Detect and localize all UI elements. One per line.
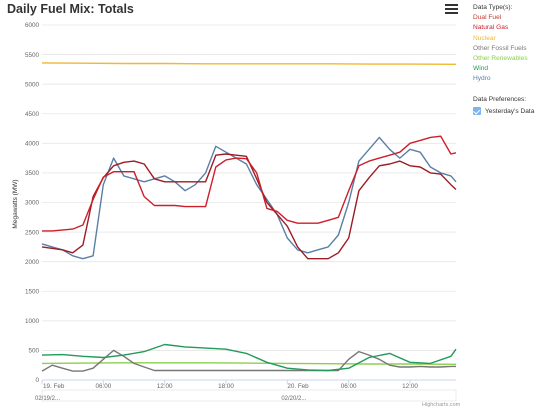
series-line-other-renewables: [41, 362, 457, 365]
y-tick-label: 2000: [25, 259, 40, 266]
navigator-track: [41, 389, 457, 402]
highcharts-credits[interactable]: Highcharts.com: [422, 402, 461, 408]
y-tick-label: 3000: [25, 200, 40, 207]
x-tick-label: 20. Feb: [287, 383, 309, 390]
legend-item-other-fossil-fuels[interactable]: Other Fossil Fuels: [473, 44, 527, 52]
legend-item-wind[interactable]: Wind: [473, 65, 489, 73]
y-tick-label: 5000: [25, 81, 40, 88]
y-tick-label: 5500: [25, 52, 40, 59]
x-tick-label: 06:00: [341, 383, 357, 390]
series-line-wind: [41, 343, 457, 372]
legend-items: Dual Fuel Natural Gas Nuclear Other Fossil …: [473, 13, 540, 84]
y-tick-label: 4500: [25, 111, 40, 118]
hamburger-menu-icon: [445, 4, 458, 6]
legend-item-natural-gas[interactable]: Natural Gas: [473, 24, 509, 32]
yesterday-data-label: Yesterday's Data: [485, 107, 535, 115]
series-lines: [41, 62, 457, 372]
series-line-natural-gas: [42, 135, 457, 232]
yesterday-data-checkbox[interactable]: Yesterday's Data: [473, 107, 534, 115]
y-tick-label: 2500: [25, 229, 40, 236]
x-tick-label: 19. Feb: [43, 383, 65, 390]
legend-item-other-renewables[interactable]: Other Renewables: [473, 55, 528, 63]
y-axis-ticks: 0 500 1000 1500 2000 2500 3000 3500 4000 4500 5000…: [25, 22, 40, 384]
series-line-other-fossil-fuels: [41, 349, 456, 372]
navigator-date-label: 02/19/2...: [35, 396, 60, 402]
y-tick-label: 0: [35, 377, 39, 384]
x-tick-label: 12:00: [402, 383, 418, 390]
legend-item-dual-fuel[interactable]: Dual Fuel: [473, 14, 502, 22]
series-line-dual-fuel: [41, 153, 457, 260]
x-axis: 19. Feb 06:00 12:00 18:00 20. Feb 06:00 12:00: [41, 379, 456, 390]
checkbox-checked-icon[interactable]: [473, 107, 481, 115]
data-preferences-header: Data Preferences:: [473, 96, 527, 103]
series-line-nuclear: [41, 62, 457, 65]
x-tick-label: 18:00: [218, 383, 234, 390]
x-tick-label: 06:00: [95, 383, 111, 390]
series-line-hydro: [41, 136, 457, 260]
legend-item-nuclear[interactable]: Nuclear: [473, 34, 496, 42]
legend-item-hydro[interactable]: Hydro: [473, 75, 491, 83]
x-tick-label: 12:00: [157, 383, 173, 390]
y-tick-label: 500: [28, 348, 39, 355]
fuel-mix-chart: 0 500 1000 1500 2000 2500 3000 3500 4000 4500 5000…: [12, 22, 457, 402]
y-tick-label: 1000: [25, 318, 40, 325]
y-tick-label: 1500: [25, 288, 40, 295]
legend-header: Data Type(s):: [473, 4, 513, 11]
chart-title: Daily Fuel Mix: Totals: [7, 2, 134, 16]
y-tick-label: 4000: [25, 141, 40, 148]
navigator-date-label: 02/20/2...: [281, 396, 306, 402]
navigator: 02/19/2... 02/20/2...: [35, 389, 457, 402]
y-tick-label: 6000: [25, 22, 40, 29]
legend: Data Type(s): Dual Fuel Natural Gas Nuclea…: [473, 3, 540, 85]
y-axis-label: Megawatts (MW): [12, 179, 19, 228]
grid-lines: [42, 24, 456, 381]
y-tick-label: 3500: [25, 170, 40, 177]
chart-menu-button[interactable]: [445, 4, 458, 16]
